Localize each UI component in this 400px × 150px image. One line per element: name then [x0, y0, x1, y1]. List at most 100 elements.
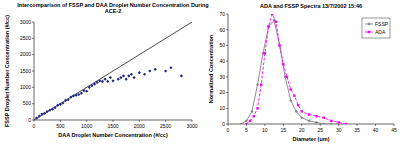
- y-tick: [32, 38, 34, 39]
- scatter-point: [85, 90, 88, 93]
- y-tick: [226, 108, 228, 109]
- series-marker: [256, 83, 259, 86]
- scatter-point: [122, 74, 125, 77]
- x-tick-label: 35: [354, 127, 360, 133]
- y-tick-label: 10: [219, 105, 225, 111]
- scatter-point: [82, 89, 85, 92]
- x-tick-label: 10: [262, 127, 268, 133]
- scatter-point: [119, 76, 122, 79]
- scatter-point: [35, 116, 38, 119]
- scatter-point: [125, 78, 128, 81]
- x-tick-label: 1000: [81, 123, 92, 129]
- title-line: ACE-2: [105, 8, 122, 14]
- series-marker: [295, 110, 298, 113]
- chart-canvas: 0500100015002000250030000500100015002000…: [0, 0, 400, 150]
- y-tick: [226, 14, 228, 15]
- series-marker: [337, 121, 339, 123]
- series-marker: [293, 95, 295, 97]
- x-tick-label: 25: [317, 127, 323, 133]
- scatter-point: [59, 103, 62, 106]
- y-axis: [228, 14, 229, 124]
- y-tick: [226, 29, 228, 30]
- x-tick-label: 3000: [186, 123, 197, 129]
- scatter-point: [93, 82, 96, 85]
- series-marker: [300, 116, 303, 119]
- series-marker: [282, 63, 284, 65]
- series-marker: [323, 117, 325, 119]
- series-marker: [308, 113, 310, 115]
- series-marker: [253, 115, 255, 117]
- scatter-point: [43, 112, 46, 115]
- scatter-point: [88, 86, 91, 89]
- y-tick: [226, 45, 228, 46]
- x-tick-label: 40: [373, 127, 379, 133]
- scatter-point: [132, 76, 135, 79]
- scatter-point: [75, 94, 78, 97]
- y-tick-label: 0: [28, 117, 31, 123]
- x-tick-label: 0: [33, 123, 36, 129]
- scatter-point: [169, 66, 172, 69]
- y-tick: [32, 71, 34, 72]
- chart-panel: 0500100015002000250030000500100015002000…: [4, 15, 198, 138]
- series-marker: [278, 44, 281, 47]
- series-marker: [267, 25, 269, 27]
- series-marker: [275, 21, 277, 23]
- scatter-point: [98, 79, 101, 82]
- series-marker: [256, 107, 258, 109]
- x-tick-label: 30: [336, 127, 342, 133]
- x-tick-label: 5: [245, 127, 248, 133]
- y-tick: [32, 22, 34, 23]
- series-marker: [289, 99, 292, 102]
- one-to-one-line: [34, 22, 192, 120]
- series-marker: [249, 120, 251, 122]
- series-marker: [301, 110, 303, 112]
- scatter-point: [48, 109, 51, 112]
- x-axis-label: Diameter (um): [293, 136, 330, 142]
- y-tick-label: 1500: [20, 68, 31, 74]
- y-tick: [226, 124, 228, 125]
- scatter-point: [64, 99, 67, 102]
- series-marker: [271, 14, 273, 15]
- scatter-point: [164, 69, 167, 72]
- title-line: ADA and FSSP Spectra 13/7/2002 15:46: [260, 3, 362, 9]
- chart-title: ADA and FSSP Spectra 13/7/2002 15:46: [260, 3, 362, 9]
- series-marker: [308, 119, 311, 122]
- scatter-point: [127, 74, 130, 77]
- legend-swatch: [365, 24, 373, 25]
- scatter-point: [111, 79, 114, 82]
- y-tick: [226, 92, 228, 93]
- series-marker: [267, 25, 270, 28]
- x-axis-label: DAA Droplet Number Concentration (#/cc): [58, 132, 168, 138]
- scatter-point: [109, 76, 112, 79]
- series-marker: [345, 123, 347, 124]
- scatter-point: [90, 84, 93, 87]
- scatter-point: [69, 96, 72, 99]
- y-tick: [32, 103, 34, 104]
- chart-title: Intercomparison of FSSP and DAA Droplet …: [17, 2, 208, 14]
- x-tick-label: 1500: [107, 123, 118, 129]
- legend-label: ADA: [375, 29, 386, 35]
- series-marker: [260, 84, 262, 86]
- scatter-point: [51, 108, 54, 111]
- scatter-point: [180, 74, 183, 77]
- x-tick-label: 500: [56, 123, 65, 129]
- y-tick-label: 1000: [20, 84, 31, 90]
- legend-marker: [368, 23, 371, 26]
- scatter-point: [96, 81, 99, 84]
- scatter-point: [80, 92, 83, 95]
- legend-box: [362, 18, 390, 38]
- series-line: [241, 20, 331, 124]
- scatter-point: [53, 106, 56, 109]
- x-tick-label: 2500: [160, 123, 171, 129]
- series-marker: [278, 44, 280, 46]
- chart-panel: 051015202530354045010203040506070Diamete…: [208, 11, 397, 142]
- series-marker: [322, 123, 325, 125]
- series-marker: [315, 121, 318, 124]
- y-tick-label: 50: [219, 42, 225, 48]
- title-line: Intercomparison of FSSP and DAA Droplet …: [17, 2, 208, 8]
- scatter-point: [61, 101, 64, 104]
- legend-swatch: [365, 32, 373, 33]
- x-tick-label: 20: [299, 127, 305, 133]
- scatter-point: [40, 113, 43, 116]
- y-axis-label: Normalized Concentration: [208, 34, 214, 103]
